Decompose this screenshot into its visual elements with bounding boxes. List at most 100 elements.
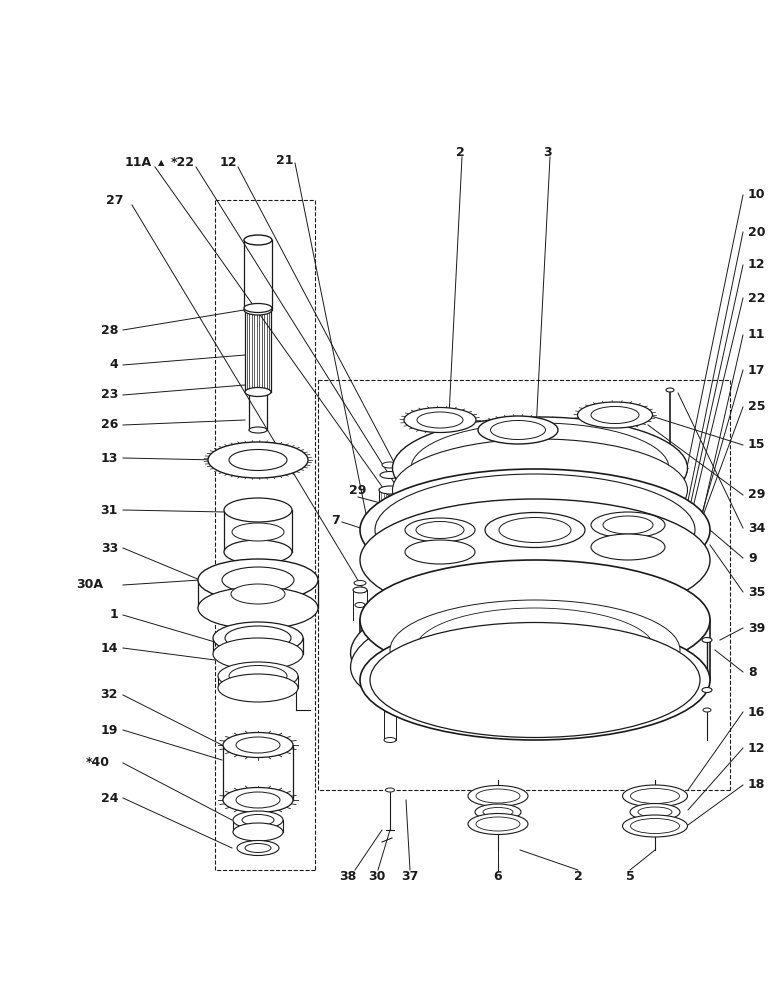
Text: 11A: 11A — [124, 156, 151, 169]
Text: 27: 27 — [107, 194, 124, 207]
Ellipse shape — [702, 688, 712, 692]
Ellipse shape — [245, 844, 271, 852]
Text: 13: 13 — [100, 452, 118, 464]
Ellipse shape — [229, 450, 287, 471]
Text: 32: 32 — [100, 688, 118, 702]
Ellipse shape — [664, 544, 696, 552]
Ellipse shape — [420, 529, 460, 541]
Ellipse shape — [379, 486, 401, 494]
Ellipse shape — [587, 593, 595, 601]
Ellipse shape — [223, 788, 293, 812]
Text: *40: *40 — [86, 756, 110, 770]
Ellipse shape — [658, 558, 702, 572]
Text: 14: 14 — [100, 642, 118, 654]
Ellipse shape — [384, 617, 396, 622]
Ellipse shape — [224, 498, 292, 522]
Ellipse shape — [509, 560, 547, 572]
Text: 25: 25 — [748, 400, 766, 414]
Ellipse shape — [385, 788, 394, 792]
Ellipse shape — [525, 518, 531, 522]
Text: 11: 11 — [748, 328, 766, 342]
Ellipse shape — [244, 304, 272, 312]
Ellipse shape — [479, 684, 487, 692]
Ellipse shape — [413, 553, 467, 571]
Ellipse shape — [485, 512, 585, 548]
Text: 4: 4 — [110, 359, 118, 371]
Text: 12: 12 — [219, 156, 237, 169]
Ellipse shape — [218, 662, 298, 690]
Ellipse shape — [350, 592, 689, 716]
Text: 16: 16 — [748, 706, 765, 718]
Text: 24: 24 — [100, 792, 118, 804]
Ellipse shape — [382, 462, 398, 468]
Ellipse shape — [591, 512, 665, 538]
Ellipse shape — [244, 235, 272, 245]
Text: 1: 1 — [110, 608, 118, 621]
Ellipse shape — [622, 815, 688, 837]
Ellipse shape — [392, 417, 688, 519]
Ellipse shape — [416, 522, 464, 538]
Text: 39: 39 — [748, 621, 765, 635]
Ellipse shape — [425, 544, 455, 552]
Ellipse shape — [703, 708, 711, 712]
Text: 21: 21 — [276, 153, 294, 166]
Ellipse shape — [360, 469, 710, 591]
Ellipse shape — [382, 597, 398, 603]
Ellipse shape — [213, 638, 303, 670]
Ellipse shape — [224, 540, 292, 564]
Ellipse shape — [638, 807, 672, 817]
Text: 30A: 30A — [76, 578, 103, 591]
Text: 23: 23 — [100, 388, 118, 401]
Ellipse shape — [384, 738, 396, 742]
Ellipse shape — [475, 804, 521, 820]
Text: 12: 12 — [748, 258, 766, 271]
Text: 9: 9 — [748, 552, 757, 564]
Text: 10: 10 — [748, 188, 766, 202]
Text: 3: 3 — [543, 145, 552, 158]
Ellipse shape — [405, 540, 475, 564]
Text: 38: 38 — [340, 869, 357, 882]
Text: 33: 33 — [101, 542, 118, 554]
Ellipse shape — [622, 785, 688, 807]
Ellipse shape — [468, 814, 528, 834]
Ellipse shape — [653, 649, 661, 657]
Ellipse shape — [379, 649, 387, 657]
Ellipse shape — [379, 623, 387, 631]
Ellipse shape — [702, 638, 712, 643]
Ellipse shape — [410, 599, 610, 691]
Text: 22: 22 — [748, 292, 766, 304]
Ellipse shape — [404, 408, 476, 432]
Ellipse shape — [658, 528, 702, 540]
Ellipse shape — [420, 556, 460, 568]
Ellipse shape — [476, 817, 520, 831]
Ellipse shape — [658, 632, 665, 640]
Text: 34: 34 — [748, 522, 765, 534]
Text: 18: 18 — [748, 778, 765, 792]
Ellipse shape — [616, 671, 625, 679]
Ellipse shape — [225, 626, 291, 650]
Text: 17: 17 — [748, 363, 766, 376]
Ellipse shape — [435, 610, 584, 680]
Ellipse shape — [468, 786, 528, 806]
Ellipse shape — [249, 427, 267, 433]
Text: 26: 26 — [100, 418, 118, 432]
Ellipse shape — [242, 814, 274, 826]
Ellipse shape — [632, 607, 640, 615]
Ellipse shape — [405, 518, 475, 542]
Text: 15: 15 — [748, 438, 766, 452]
Ellipse shape — [233, 823, 283, 841]
Ellipse shape — [456, 591, 464, 599]
Text: 29: 29 — [748, 488, 765, 502]
Ellipse shape — [478, 416, 558, 444]
Text: 35: 35 — [748, 585, 765, 598]
Ellipse shape — [511, 551, 545, 561]
Text: 6: 6 — [493, 869, 503, 882]
Text: 12: 12 — [748, 742, 766, 754]
Ellipse shape — [411, 423, 669, 513]
Ellipse shape — [577, 402, 652, 428]
Ellipse shape — [208, 442, 308, 478]
Ellipse shape — [392, 439, 688, 541]
Text: 31: 31 — [100, 504, 118, 516]
Ellipse shape — [499, 518, 571, 542]
Ellipse shape — [384, 648, 396, 652]
